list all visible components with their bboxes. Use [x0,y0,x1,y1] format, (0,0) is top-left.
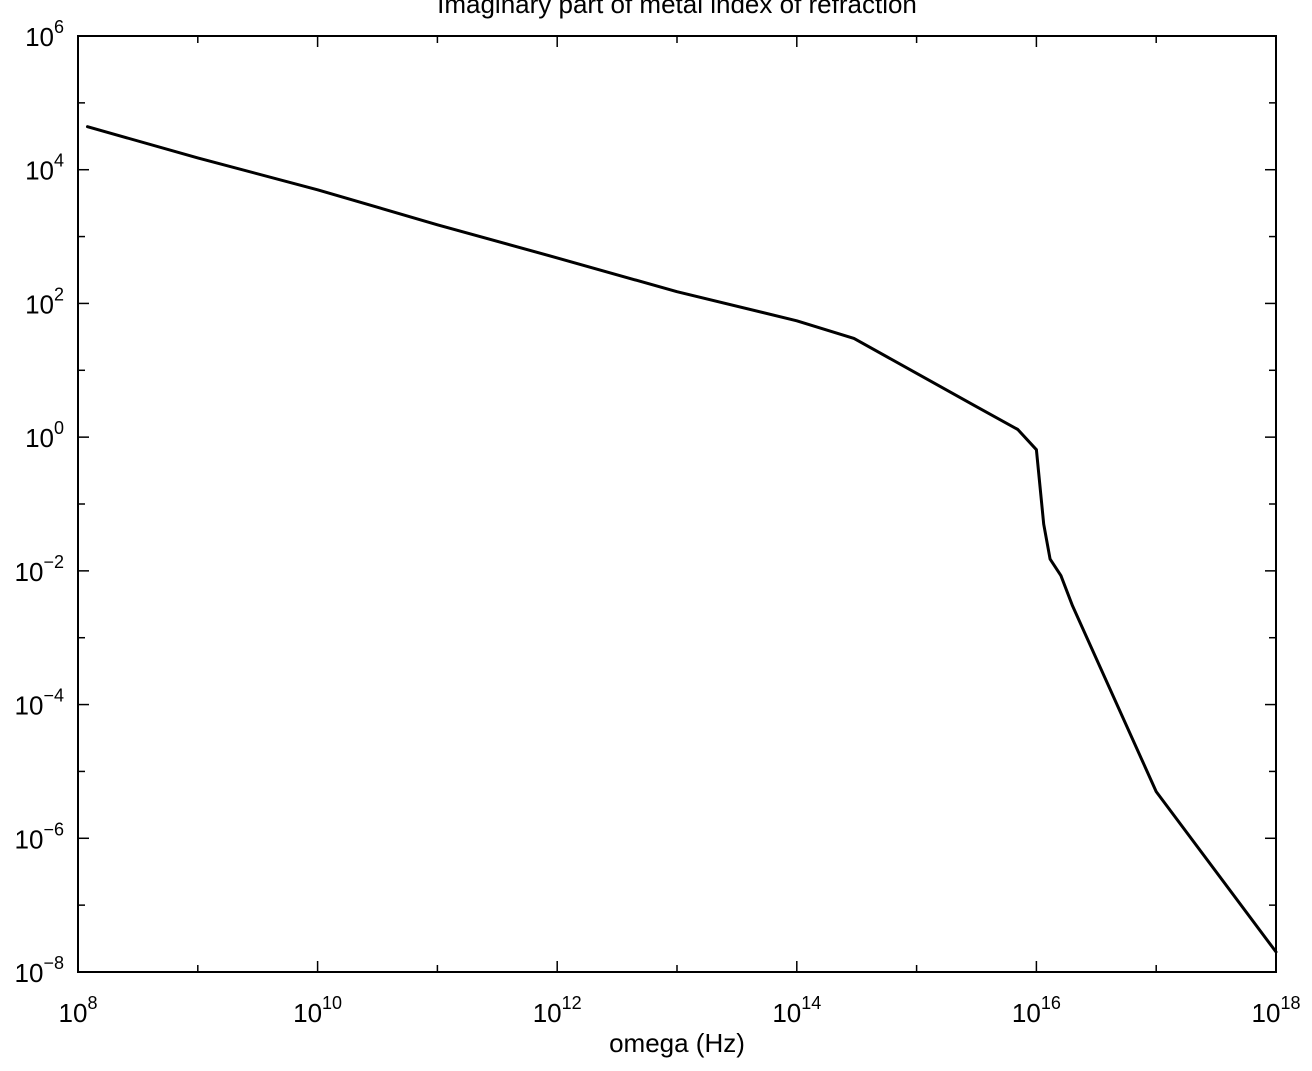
y-tick-label: 10−8 [15,953,64,988]
x-tick-label: 1018 [1252,993,1301,1028]
axis-ticks [77,35,1277,973]
plot-area [77,35,1277,973]
x-tick-label: 1014 [772,993,821,1028]
y-tick-label: 10−4 [15,686,64,721]
y-axis-tick-labels: 10−8 10−6 10−4 10−2 100 102 104 106 [15,17,64,988]
y-tick-label: 10−6 [15,819,64,854]
chart-title: Imaginary part of metal index of refract… [437,0,917,19]
x-tick-label: 108 [59,993,98,1028]
x-tick-label: 1010 [293,993,342,1028]
y-tick-label: 104 [25,151,64,186]
y-tick-label: 100 [25,418,64,453]
y-tick-label: 10−2 [15,552,64,587]
series-line [86,125,1278,954]
y-tick-label: 102 [25,284,64,319]
x-tick-label: 1012 [533,993,582,1028]
x-tick-label: 1016 [1012,993,1061,1028]
x-axis-tick-labels: 108 1010 1012 1014 1016 1018 [59,993,1301,1028]
x-axis-label: omega (Hz) [609,1028,745,1058]
y-tick-label: 106 [25,17,64,52]
